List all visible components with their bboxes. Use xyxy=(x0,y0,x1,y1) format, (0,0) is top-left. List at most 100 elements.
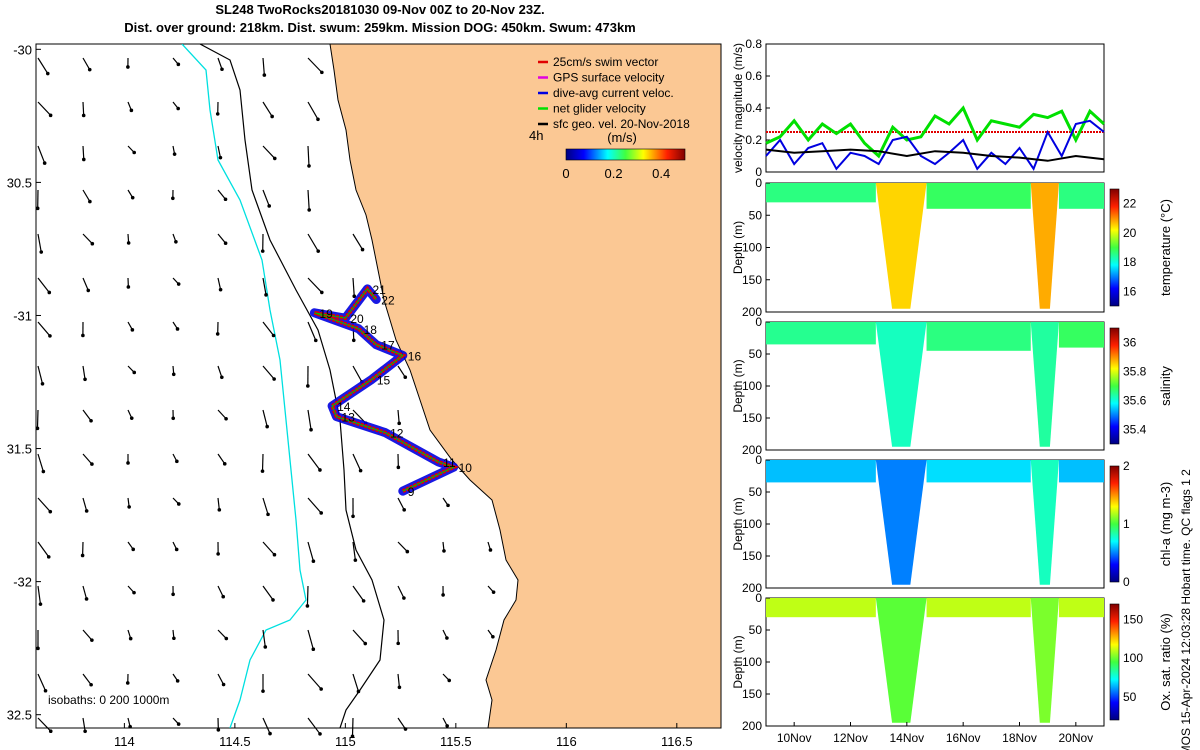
map-y-tick-label: 32.5 xyxy=(7,708,32,723)
velocity-y-tick-label: 0.4 xyxy=(745,101,762,115)
current-arrow-head xyxy=(441,593,445,597)
temperature-section-patch xyxy=(1058,183,1104,209)
depth-tick-label: 0 xyxy=(755,453,762,467)
chla-cbar-tick-label: 0 xyxy=(1123,575,1130,589)
current-arrow xyxy=(82,409,92,422)
current-arrow xyxy=(82,277,89,291)
current-arrow xyxy=(307,453,321,471)
current-arrow-head xyxy=(311,647,316,652)
current-arrow-head xyxy=(260,469,265,473)
current-arrow-head xyxy=(363,641,368,646)
chart-title-line1: SL248 TwoRocks20181030 09-Nov 00Z to 20-… xyxy=(215,2,545,17)
current-arrow-head xyxy=(351,338,356,343)
temperature-section-patch xyxy=(766,183,876,203)
current-arrow-head xyxy=(48,729,53,734)
time-x-tick-label: 16Nov xyxy=(946,731,981,745)
map-y-axis: -30 30.5 -31 31.5 -32 32.5 xyxy=(7,42,41,723)
current-arrow-head xyxy=(221,682,226,687)
depth-tick-label: 0 xyxy=(755,591,762,605)
current-arrow xyxy=(217,57,223,70)
temperature-ylabel: Depth (m) xyxy=(731,221,745,274)
current-arrow-head xyxy=(86,288,91,293)
current-arrow xyxy=(352,585,365,602)
current-arrow-head xyxy=(319,687,323,691)
chla-colorbar xyxy=(1109,465,1120,583)
current-arrow-head xyxy=(171,592,175,597)
current-arrow xyxy=(217,365,223,378)
current-arrow-head xyxy=(306,384,310,388)
depth-tick-label: 100 xyxy=(742,379,762,393)
velocity-panel-frame xyxy=(765,43,1105,173)
current-arrow-head xyxy=(39,250,44,254)
map-x-tick-label: 114.5 xyxy=(219,734,251,749)
current-arrow xyxy=(217,629,227,639)
current-arrow xyxy=(82,585,88,600)
current-arrow xyxy=(217,673,225,685)
current-arrow xyxy=(262,541,275,556)
net-glider-velocity-line xyxy=(314,288,455,492)
speed-colorbar xyxy=(565,148,686,161)
current-arrow-head xyxy=(87,67,92,72)
current-arrow-head xyxy=(172,152,177,156)
current-arrow xyxy=(351,717,354,737)
current-arrow-head xyxy=(89,418,93,423)
current-arrow xyxy=(352,541,356,561)
current-arrow-head xyxy=(171,416,176,421)
time-x-tick-label: 20Nov xyxy=(1058,731,1093,745)
current-arrow-head xyxy=(224,416,228,421)
legend-entry: 25cm/s swim vector xyxy=(553,55,658,69)
current-arrow-head xyxy=(356,689,361,694)
temperature-cbar-tick-label: 16 xyxy=(1123,284,1137,298)
velocity-y-tick-label: 0.2 xyxy=(745,133,762,147)
current-arrow-head xyxy=(176,282,181,286)
current-arrow-head xyxy=(128,636,133,641)
chla-cbar-tick-label: 1 xyxy=(1123,517,1130,531)
current-arrow xyxy=(217,585,224,597)
current-arrow-head xyxy=(172,636,176,641)
track-day-label: 16 xyxy=(408,349,422,363)
current-arrow xyxy=(37,541,50,558)
depth-tick-label: 150 xyxy=(742,687,762,701)
map-x-tick-label: 115.5 xyxy=(440,734,472,749)
current-arrow-head xyxy=(174,547,179,552)
current-arrow xyxy=(262,629,266,648)
salinity-cbar-tick-label: 35.4 xyxy=(1123,423,1147,437)
oxygen-ylabel: Depth (m) xyxy=(731,635,745,688)
oxygen-cbar-tick-label: 50 xyxy=(1123,690,1137,704)
current-arrow xyxy=(82,101,85,116)
current-arrow-head xyxy=(445,724,449,728)
current-arrow-head xyxy=(218,155,223,160)
chla-section-patch xyxy=(1030,460,1059,585)
map-legend: 25cm/s swim vector GPS surface velocitydi… xyxy=(538,55,690,131)
salinity-ylabel: Depth (m) xyxy=(731,359,745,412)
depth-tick-label: 50 xyxy=(749,347,763,361)
current-arrow-head xyxy=(445,636,449,640)
current-arrow-head xyxy=(45,71,50,76)
current-arrow xyxy=(352,629,366,644)
map-x-tick-label: 116.5 xyxy=(661,734,693,749)
current-arrow xyxy=(37,277,50,293)
current-arrow xyxy=(397,585,405,599)
current-arrow-head xyxy=(216,552,220,556)
current-arrow-head xyxy=(313,338,318,343)
depth-tick-label: 200 xyxy=(742,719,762,733)
current-arrow xyxy=(262,717,271,734)
colorbar-tick-label: 0.4 xyxy=(652,166,670,181)
current-arrow xyxy=(37,585,42,605)
current-arrow-head xyxy=(223,241,228,245)
current-arrow-head xyxy=(447,678,452,683)
current-arrow xyxy=(307,189,310,210)
current-arrow xyxy=(217,233,227,244)
depth-tick-label: 200 xyxy=(742,305,762,319)
velocity-y-tick-label: 0 xyxy=(755,165,762,179)
time-x-tick-label: 14Nov xyxy=(889,731,924,745)
depth-tick-label: 50 xyxy=(749,485,763,499)
current-arrow-head xyxy=(217,508,222,512)
map-y-tick-label: 30.5 xyxy=(7,175,32,190)
current-arrow-head xyxy=(41,469,46,474)
depth-tick-label: 200 xyxy=(742,443,762,457)
map-y-tick-label: -30 xyxy=(13,42,32,57)
current-arrow xyxy=(306,585,309,606)
